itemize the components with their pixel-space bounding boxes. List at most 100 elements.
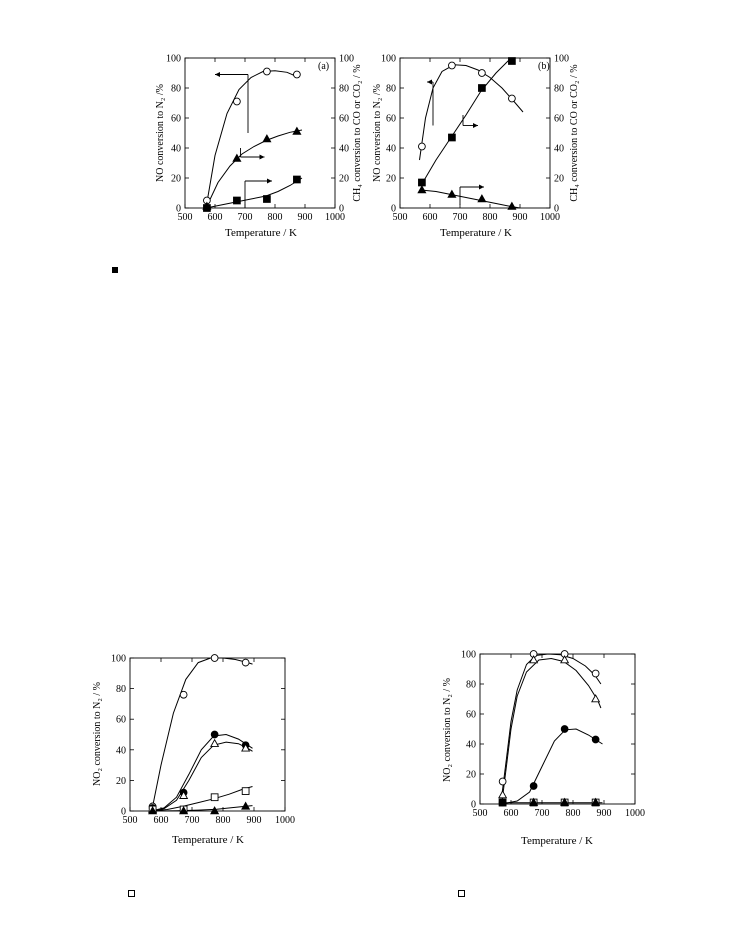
open-square-marker bbox=[458, 890, 465, 897]
chart-d: 500 600 700 800 900 1000 0 20 40 60 80 100 Temperat… bbox=[442, 650, 645, 848]
series-curve bbox=[151, 741, 253, 812]
filled-circle-marker bbox=[560, 725, 569, 733]
chart-a-y2label: CH₄ conversion to CO or CO₂ / % bbox=[352, 64, 363, 201]
x-tick-label: 700 bbox=[238, 212, 253, 223]
chart-b: 500 600 700 800 900 1000020406080100020406080… bbox=[372, 54, 580, 240]
series-curve bbox=[205, 177, 303, 209]
chart-c: 500 600 700 800 900 1000 0 20 40 60 80 100 Temperat… bbox=[92, 654, 295, 847]
y-tick-label: 0 bbox=[471, 800, 476, 811]
filled-square-marker bbox=[478, 84, 486, 92]
y-tick-label: 20 bbox=[466, 770, 476, 781]
y2-tick-label: 0 bbox=[339, 204, 344, 215]
y2-tick-label: 60 bbox=[554, 114, 564, 125]
filled-square-marker bbox=[263, 195, 271, 203]
y-tick-label: 60 bbox=[386, 114, 396, 125]
y2-tick-label: 80 bbox=[339, 84, 349, 95]
open-triangle-marker bbox=[529, 655, 539, 664]
y2-tick-label: 0 bbox=[554, 204, 559, 215]
filled-triangle-marker bbox=[507, 201, 517, 210]
filled-triangle-marker bbox=[179, 806, 189, 815]
x-tick-label: 700 bbox=[535, 808, 550, 819]
x-tick-label: 700 bbox=[185, 815, 200, 826]
y-tick-label: 80 bbox=[116, 684, 126, 695]
filled-triangle-marker bbox=[529, 797, 539, 806]
chart-b-y2label: CH₄ conversion to CO or CO₂ / % bbox=[569, 64, 580, 201]
x-tick-label: 1000 bbox=[625, 808, 645, 819]
open-triangle-marker bbox=[179, 790, 189, 799]
y-tick-label: 100 bbox=[166, 54, 181, 65]
chart-a-xlabel: Temperature / K bbox=[225, 227, 297, 239]
series-curve bbox=[205, 70, 300, 209]
x-tick-label: 900 bbox=[298, 212, 313, 223]
filled-square-marker bbox=[233, 196, 241, 205]
y-tick-label: 40 bbox=[171, 144, 181, 155]
open-triangle-marker bbox=[560, 655, 570, 664]
chart-b-xlabel: Temperature / K bbox=[440, 227, 512, 239]
open-triangle-marker bbox=[210, 738, 220, 747]
open-circle-marker bbox=[591, 669, 600, 678]
open-triangle-marker bbox=[498, 790, 508, 799]
x-tick-label: 600 bbox=[154, 815, 169, 826]
y-tick-label: 40 bbox=[116, 745, 126, 756]
open-circle-marker bbox=[263, 67, 271, 76]
y-tick-label: 0 bbox=[391, 204, 396, 215]
y2-tick-label: 40 bbox=[554, 144, 564, 155]
arrow-head bbox=[215, 72, 220, 77]
series-curve bbox=[501, 728, 603, 805]
y-tick-label: 40 bbox=[386, 144, 396, 155]
x-tick-label: 800 bbox=[566, 808, 581, 819]
filled-triangle-marker bbox=[262, 134, 272, 143]
y-tick-label: 40 bbox=[466, 740, 476, 751]
y-tick-label: 80 bbox=[171, 84, 181, 95]
x-tick-label: 1000 bbox=[540, 212, 560, 223]
open-circle-marker bbox=[498, 777, 507, 786]
x-tick-label: 500 bbox=[123, 815, 138, 826]
y-tick-label: 60 bbox=[466, 710, 476, 721]
filled-square-marker bbox=[418, 178, 426, 187]
filled-square-marker bbox=[508, 57, 516, 65]
chart-b-ylabel: NO conversion to N₂ /% bbox=[372, 84, 383, 182]
y-tick-label: 60 bbox=[116, 715, 126, 726]
filled-circle-marker bbox=[210, 730, 219, 739]
series-curve bbox=[501, 657, 602, 805]
filled-triangle-marker bbox=[292, 126, 302, 135]
plot-frame bbox=[479, 653, 636, 805]
open-square-marker bbox=[241, 787, 250, 795]
open-square-marker bbox=[210, 793, 219, 802]
plot-frame bbox=[184, 57, 336, 209]
filled-triangle-marker bbox=[447, 189, 457, 198]
arrow-head bbox=[473, 123, 478, 128]
x-tick-label: 500 bbox=[178, 212, 193, 223]
x-tick-label: 600 bbox=[208, 212, 223, 223]
filled-triangle-marker bbox=[241, 801, 251, 810]
series-curve bbox=[420, 189, 521, 209]
filled-triangle-marker bbox=[591, 797, 601, 806]
chart-a-panel-label: (a) bbox=[318, 61, 329, 72]
y-tick-label: 20 bbox=[171, 174, 181, 185]
chart-d-xlabel: Temperature / K bbox=[521, 835, 593, 847]
filled-triangle-marker bbox=[417, 185, 427, 194]
open-circle-marker bbox=[418, 142, 426, 151]
y-tick-label: 80 bbox=[466, 680, 476, 691]
series-curve bbox=[151, 733, 253, 812]
y-tick-label: 100 bbox=[461, 650, 476, 661]
series-curve bbox=[151, 786, 253, 812]
chart-b-plot: 500 600 700 800 900 1000020406080100020406080… bbox=[381, 54, 569, 224]
filled-triangle-marker bbox=[232, 153, 242, 162]
filled-square-marker bbox=[448, 133, 456, 142]
filled-square-marker bbox=[203, 204, 211, 212]
x-tick-label: 500 bbox=[473, 808, 488, 819]
chart-a: 500 600 700 800 900 1000020406080100020406080… bbox=[155, 54, 363, 240]
x-tick-label: 800 bbox=[216, 815, 231, 826]
y2-tick-label: 80 bbox=[554, 84, 564, 95]
filled-square-marker bbox=[498, 798, 507, 807]
open-circle-marker bbox=[293, 70, 301, 79]
chart-d-ylabel: NO₂ conversion to N₂ / % bbox=[442, 678, 453, 782]
y-tick-label: 100 bbox=[111, 654, 126, 665]
chart-a-plot: 500 600 700 800 900 1000020406080100020406080… bbox=[166, 54, 354, 224]
filled-triangle-marker bbox=[148, 806, 158, 815]
x-tick-label: 900 bbox=[513, 212, 528, 223]
filled-square-marker bbox=[112, 267, 118, 273]
filled-triangle-marker bbox=[560, 797, 570, 806]
plot-frame bbox=[129, 657, 286, 812]
